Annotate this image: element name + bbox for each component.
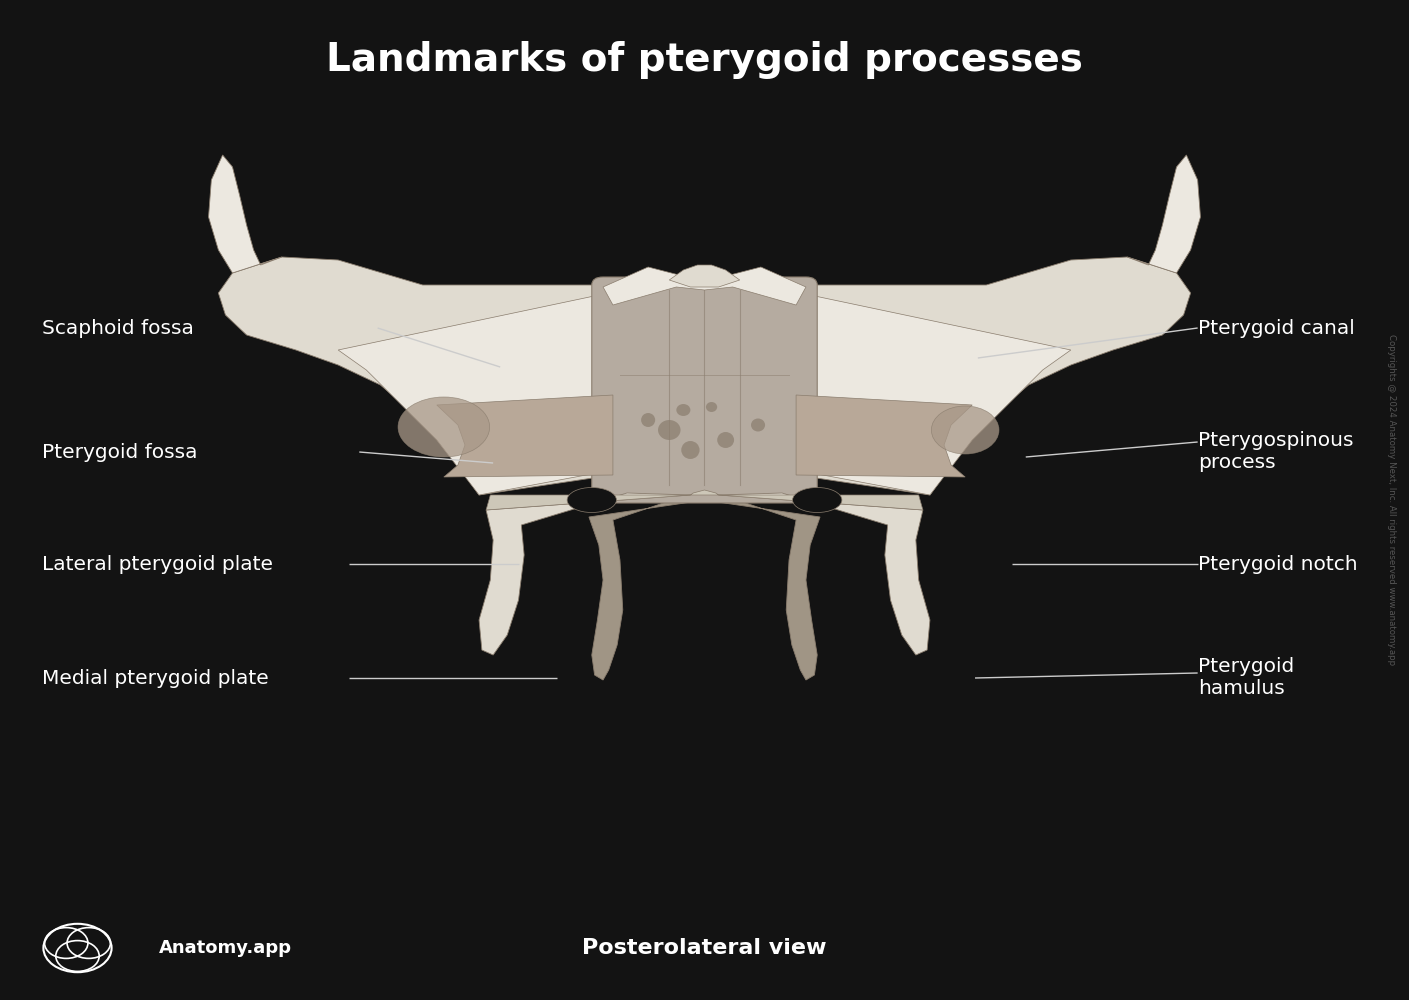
Ellipse shape: [641, 413, 655, 427]
Ellipse shape: [658, 420, 681, 440]
Ellipse shape: [792, 488, 841, 513]
Ellipse shape: [717, 432, 734, 448]
Text: Pterygoid fossa: Pterygoid fossa: [42, 442, 197, 462]
Polygon shape: [719, 493, 930, 655]
Text: Pterygospinous
process: Pterygospinous process: [1198, 432, 1353, 473]
Polygon shape: [486, 490, 923, 510]
Text: Pterygoid canal: Pterygoid canal: [1198, 318, 1354, 338]
Ellipse shape: [676, 404, 690, 416]
Polygon shape: [437, 395, 613, 477]
Text: Pterygoid
hamulus: Pterygoid hamulus: [1198, 658, 1293, 698]
Ellipse shape: [751, 418, 765, 432]
Polygon shape: [796, 395, 972, 477]
Polygon shape: [669, 265, 740, 287]
Ellipse shape: [681, 441, 699, 459]
Polygon shape: [669, 493, 820, 680]
Text: Medial pterygoid plate: Medial pterygoid plate: [42, 668, 269, 688]
Text: Anatomy.app: Anatomy.app: [159, 939, 292, 957]
Polygon shape: [1127, 155, 1200, 273]
Ellipse shape: [397, 397, 490, 457]
Ellipse shape: [566, 488, 616, 513]
Ellipse shape: [931, 406, 999, 454]
Polygon shape: [338, 287, 648, 495]
Text: Pterygoid notch: Pterygoid notch: [1198, 554, 1357, 574]
Polygon shape: [603, 267, 806, 305]
Polygon shape: [589, 493, 740, 680]
Polygon shape: [761, 257, 1191, 495]
Text: Posterolateral view: Posterolateral view: [582, 938, 827, 958]
Text: Landmarks of pterygoid processes: Landmarks of pterygoid processes: [325, 41, 1084, 79]
Ellipse shape: [706, 402, 717, 412]
Text: Lateral pterygoid plate: Lateral pterygoid plate: [42, 554, 273, 574]
Text: Copyrights @ 2024 Anatomy Next, Inc. All rights reserved www.anatomy.app: Copyrights @ 2024 Anatomy Next, Inc. All…: [1386, 334, 1396, 666]
Text: Scaphoid fossa: Scaphoid fossa: [42, 318, 194, 338]
Polygon shape: [479, 493, 690, 655]
Polygon shape: [218, 257, 648, 495]
Polygon shape: [761, 287, 1071, 495]
Polygon shape: [209, 155, 282, 273]
FancyBboxPatch shape: [592, 277, 817, 503]
